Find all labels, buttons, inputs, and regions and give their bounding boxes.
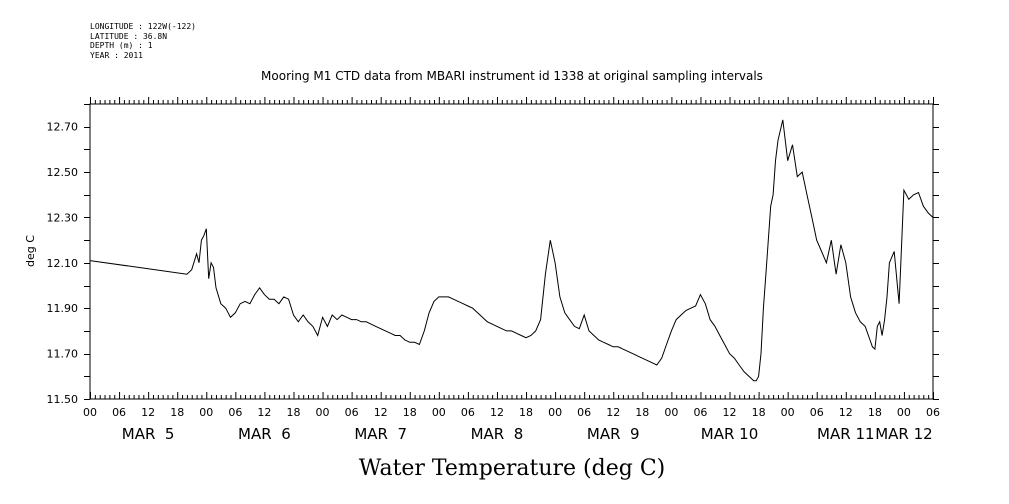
x-hour-label: 18 (868, 406, 882, 419)
y-tick-label: 12.50 (47, 166, 79, 179)
y-tick-label: 12.70 (47, 121, 79, 134)
x-hour-label: 06 (345, 406, 359, 419)
x-day-label: MAR 5 (122, 425, 175, 443)
x-hour-label: 18 (635, 406, 649, 419)
x-hour-label: 12 (606, 406, 620, 419)
latitude-label: LATITUDE : 36.8N (90, 31, 168, 41)
x-hour-label: 06 (461, 406, 475, 419)
y-tick-label: 12.10 (47, 257, 79, 270)
x-hour-label: 12 (490, 406, 504, 419)
x-day-label: MAR 8 (471, 425, 524, 443)
x-tick-labels: 00 06 12 18 00 06 12 18 00 06 12 18 00 06 12 18 00 06 12 18… (83, 406, 940, 443)
depth-label: DEPTH (m) : 1 (90, 41, 153, 50)
x-day-label: MAR 12 (875, 425, 932, 443)
x-hour-label: 06 (112, 406, 126, 419)
x-day-label: MAR 6 (238, 425, 291, 443)
x-hour-label: 18 (286, 406, 300, 419)
x-hour-label: 18 (403, 406, 417, 419)
axis-ticks (84, 97, 939, 400)
x-hour-label: 12 (257, 406, 271, 419)
year-label: YEAR : 2011 (90, 50, 143, 60)
x-hour-label: 18 (519, 406, 533, 419)
y-axis-label: deg C (24, 235, 37, 267)
x-hour-label: 18 (170, 406, 184, 419)
y-tick-label: 12.30 (47, 211, 79, 224)
x-hour-label: 00 (83, 406, 97, 419)
x-hour-label: 00 (316, 406, 330, 419)
chart-title: Mooring M1 CTD data from MBARI instrumen… (261, 69, 763, 83)
x-day-label: MAR 10 (701, 425, 758, 443)
x-axis-label: Water Temperature (deg C) (359, 456, 666, 481)
x-hour-label: 00 (199, 406, 213, 419)
x-hour-label: 06 (577, 406, 591, 419)
x-hour-label: 12 (141, 406, 155, 419)
x-hour-label: 18 (752, 406, 766, 419)
longitude-label: LONGITUDE : 122W(-122) (90, 22, 196, 31)
y-tick-label: 11.90 (47, 302, 79, 315)
x-hour-label: 00 (664, 406, 678, 419)
x-day-label: MAR 9 (587, 425, 640, 443)
x-hour-label: 06 (926, 406, 940, 419)
metadata-block: LONGITUDE : 122W(-122) LATITUDE : 36.8N … (90, 22, 196, 60)
x-hour-label: 00 (897, 406, 911, 419)
x-hour-label: 00 (432, 406, 446, 419)
plot-frame (89, 103, 934, 400)
x-hour-label: 12 (374, 406, 388, 419)
x-hour-label: 06 (693, 406, 707, 419)
x-hour-label: 00 (781, 406, 795, 419)
x-day-label: MAR 11 (817, 425, 874, 443)
y-tick-label: 11.70 (47, 348, 79, 361)
series-line-water-temperature (89, 119, 934, 382)
x-hour-label: 00 (548, 406, 562, 419)
x-day-label: MAR 7 (354, 425, 407, 443)
x-hour-label: 12 (839, 406, 853, 419)
x-hour-label: 06 (810, 406, 824, 419)
x-hour-label: 12 (723, 406, 737, 419)
y-tick-label: 11.50 (47, 393, 79, 406)
x-hour-label: 06 (228, 406, 242, 419)
y-tick-labels: 11.50 11.70 11.90 12.10 12.30 12.50 12.70 (47, 121, 79, 406)
